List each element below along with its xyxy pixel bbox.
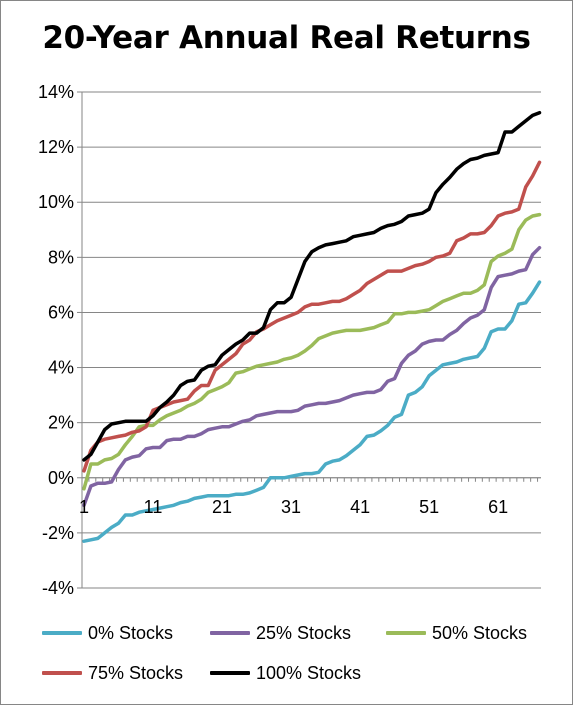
y-tick-label: -2%: [42, 523, 74, 543]
x-tick-label: 41: [350, 497, 370, 517]
y-tick-label: 14%: [38, 82, 74, 102]
series-lines: [84, 113, 540, 542]
legend-label: 0% Stocks: [88, 623, 173, 644]
y-tick-label: 12%: [38, 137, 74, 157]
x-tick-label: 11: [144, 497, 163, 517]
x-tick-label: 21: [212, 497, 232, 517]
legend-item: 100% Stocks: [210, 661, 361, 685]
y-tick-label: 6%: [48, 302, 74, 322]
legend-item: 50% Stocks: [386, 621, 527, 645]
y-tick-label: 2%: [48, 413, 74, 433]
legend-swatch: [386, 631, 426, 635]
legend-label: 25% Stocks: [256, 623, 351, 644]
legend-item: 75% Stocks: [42, 661, 183, 685]
legend-swatch: [42, 671, 82, 675]
x-tick-label: 1: [79, 497, 89, 517]
series-line-100-stocks: [84, 113, 540, 460]
x-tick-label: 31: [281, 497, 301, 517]
x-tick-label: 61: [488, 497, 508, 517]
x-tick-label: 51: [419, 497, 439, 517]
legend: 0% Stocks 25% Stocks 50% Stocks 75% Stocks 1…: [0, 615, 573, 695]
series-line-25-stocks: [84, 248, 540, 506]
y-tick-label: 10%: [38, 192, 74, 212]
legend-swatch: [210, 631, 250, 635]
legend-label: 50% Stocks: [432, 623, 527, 644]
legend-item: 25% Stocks: [210, 621, 351, 645]
legend-label: 100% Stocks: [256, 663, 361, 684]
y-tick-label: -4%: [42, 578, 74, 598]
legend-label: 75% Stocks: [88, 663, 183, 684]
y-tick-label: 4%: [48, 358, 74, 378]
legend-swatch: [42, 631, 82, 635]
legend-swatch: [210, 671, 250, 675]
y-tick-label: 0%: [48, 468, 74, 488]
legend-item: 0% Stocks: [42, 621, 173, 645]
y-tick-label: 8%: [48, 247, 74, 267]
